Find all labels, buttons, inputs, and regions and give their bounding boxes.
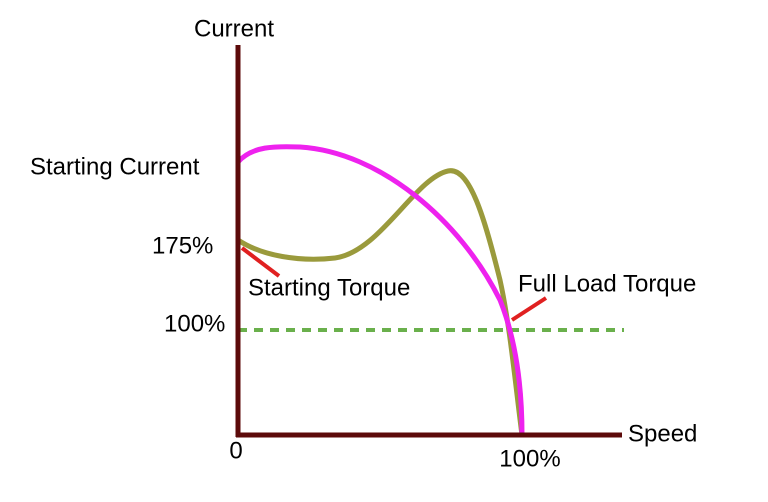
- full-load-torque-label: Full Load Torque: [518, 270, 696, 297]
- starting-torque-label: Starting Torque: [248, 274, 410, 301]
- current-curve: [236, 144, 525, 436]
- starting-torque-pointer: [240, 246, 281, 278]
- origin-label: 0: [229, 437, 242, 464]
- starting-torque-level: 175%: [152, 232, 213, 259]
- starting-current-label: Starting Current: [30, 153, 200, 180]
- full-speed-label: 100%: [499, 445, 560, 472]
- full-load-pointer: [510, 296, 548, 322]
- y-axis-label: Current: [194, 15, 274, 42]
- torque-curve: [236, 168, 525, 436]
- full-load-level: 100%: [164, 310, 225, 337]
- x-axis-label: Speed: [628, 420, 697, 447]
